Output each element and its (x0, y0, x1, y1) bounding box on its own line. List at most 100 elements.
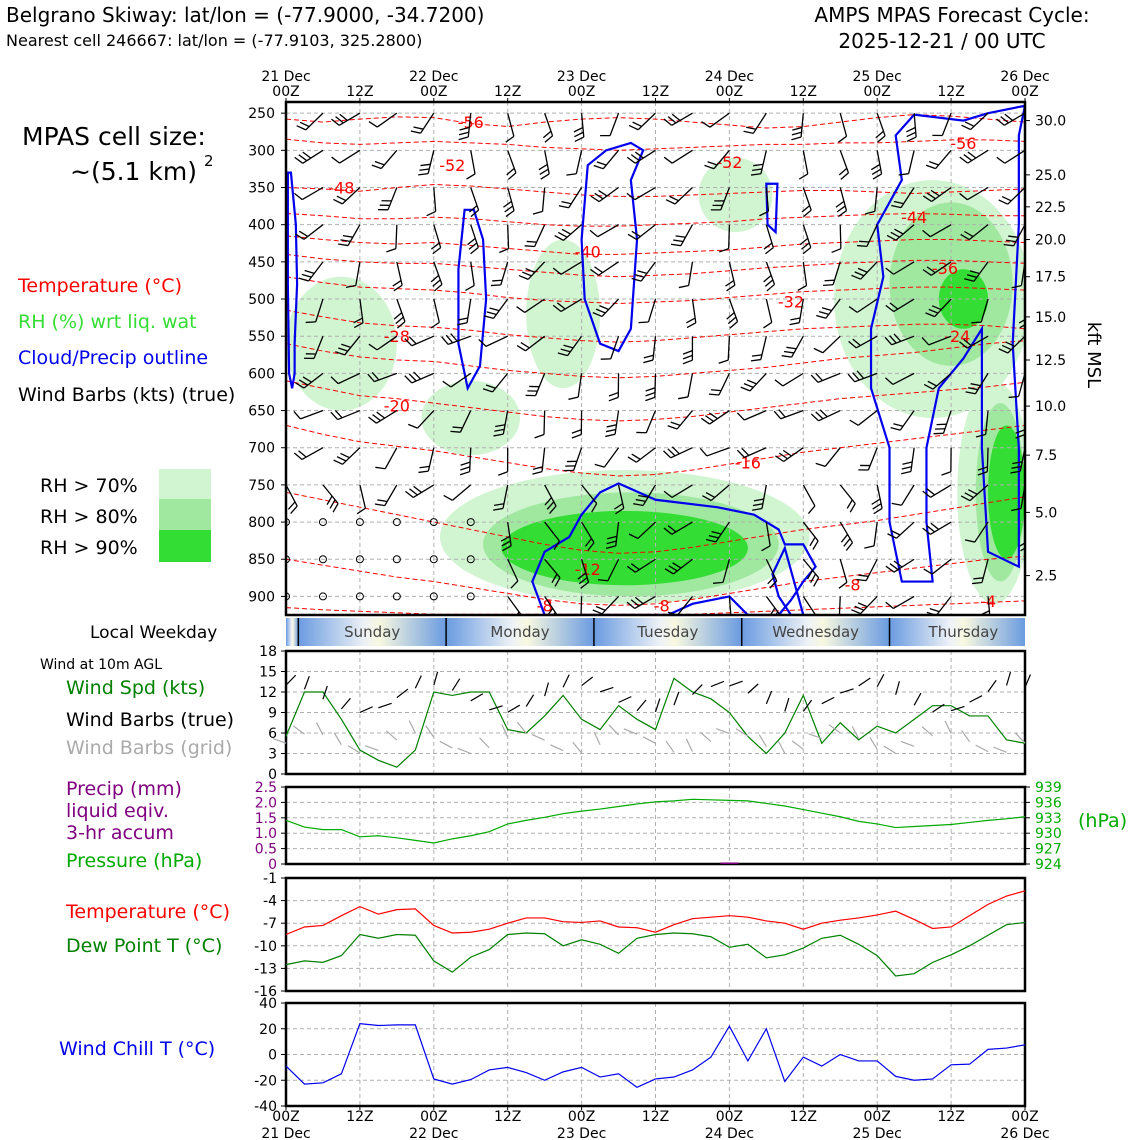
wind-barb-shaft (893, 298, 915, 313)
wind-barb (885, 261, 915, 275)
wind-barb-shaft (969, 484, 989, 502)
wind-barb-shaft (907, 150, 915, 174)
wind-barb-flag (708, 534, 719, 539)
wind-barb (775, 447, 804, 463)
wind-barb-flag (631, 453, 641, 460)
wind-barb-shaft (910, 447, 915, 472)
wind-barb (996, 149, 1025, 164)
wind-barb-flag (634, 273, 645, 278)
top-tick-label: 12Z (346, 84, 373, 100)
wind-barb-flag (926, 266, 936, 274)
cloud-outline (286, 171, 299, 389)
surface-barb-true (562, 674, 570, 688)
wind-barb-flag (560, 348, 571, 353)
wind-barb-flag (1008, 235, 1019, 239)
wind-barb-flag (342, 235, 353, 238)
wind-barb (552, 261, 582, 275)
isotherm-label: -12 (575, 560, 601, 579)
wind-barb-shaft (761, 484, 767, 509)
wind-barb-flag (923, 568, 933, 575)
wind-barb-flag (736, 449, 745, 458)
wind-barb-flag (773, 410, 782, 420)
wind-barb (773, 409, 804, 420)
calm-wind-circle (429, 592, 438, 601)
wind-barb-shaft (985, 410, 989, 435)
wind-barb-flag (707, 161, 718, 166)
wind-barb-flag (890, 529, 901, 536)
calm-wind-circle (355, 518, 364, 527)
wind-barb-flag (459, 126, 470, 131)
wind-barb-flag (1015, 433, 1025, 439)
wind-barb (922, 261, 952, 276)
wind-barb-flag (959, 192, 968, 201)
wind-barb (356, 484, 367, 515)
wind-barb-flag (580, 581, 589, 589)
wind-barb (418, 150, 435, 176)
wind-barb-flag (485, 384, 496, 389)
surface-barb-true (747, 683, 759, 694)
wind-barb-flag (996, 118, 1005, 126)
surface-barb-true (765, 690, 773, 705)
wind-barb (839, 484, 856, 513)
wind-barb-flag (816, 314, 827, 319)
wind-barb-flag (686, 317, 696, 324)
isotherm-36 (286, 253, 1025, 278)
wind-barb-flag (1001, 195, 1012, 202)
wind-barb (631, 261, 657, 282)
wind-barb (525, 373, 546, 397)
wind-barb-shaft (987, 596, 991, 615)
wind-barb-flag (490, 284, 501, 287)
wind-barb-shaft (563, 224, 583, 241)
pressure-tick-label: 500 (248, 292, 275, 308)
height-tick-label: 15.0 (1035, 310, 1066, 326)
wind-barb-shaft (507, 112, 515, 137)
calm-wind-circle (286, 592, 290, 601)
wind-barb (627, 224, 656, 241)
wind-barb (886, 224, 915, 241)
wind-barb-shaft (722, 559, 731, 583)
wind-barb-shaft (974, 373, 989, 395)
temperature-line (285, 890, 1026, 936)
wind-barb-shaft (1004, 149, 1025, 164)
pressure-tick-label: 350 (248, 181, 275, 197)
wind-barb-flag (295, 233, 305, 240)
wind-barb-flag (791, 136, 802, 141)
wind-barb-shaft (673, 558, 693, 575)
wind-barb-flag (409, 488, 418, 496)
wind-barb (393, 298, 406, 329)
wind-barb-shaft (338, 112, 361, 126)
wind-barb (605, 521, 620, 549)
wind-barb (593, 149, 620, 170)
wind-barb-flag (960, 495, 971, 502)
wind-barb-flag (890, 427, 901, 431)
wind-barb-flag (960, 233, 970, 241)
wind-barb-flag (294, 192, 303, 201)
wind-barb-flag (671, 446, 680, 455)
wind-barb-flag (631, 230, 641, 238)
wind-barb-flag (371, 371, 380, 381)
wind-barb-flag (557, 231, 568, 238)
wind-barb (628, 521, 656, 540)
wind-barb-flag (959, 341, 968, 349)
surface-barb-true (599, 686, 614, 693)
wind-barb-flag (856, 370, 865, 379)
wind-barb-shaft (1024, 596, 1025, 598)
wind-barb (626, 149, 656, 164)
wind-barb-flag (898, 173, 909, 176)
wind-barb (971, 298, 989, 324)
wind-barb (305, 298, 324, 324)
isotherm-8 (286, 555, 1025, 606)
surface-barb-grid (501, 724, 509, 738)
wind-barb (964, 261, 989, 282)
wind-barb-flag (884, 336, 893, 346)
wind-barb-flag (404, 338, 413, 347)
cell-size-exponent: 2 (204, 152, 214, 170)
wind-barb (959, 186, 989, 201)
wind-barb-shaft (376, 409, 398, 424)
rh90-swatch (159, 530, 211, 562)
wind-barb (835, 187, 848, 218)
wind-barb (590, 186, 619, 203)
wind-barb-flag (265, 386, 275, 389)
wind-barb-shaft (601, 595, 620, 615)
wind-barb-flag (726, 284, 736, 292)
